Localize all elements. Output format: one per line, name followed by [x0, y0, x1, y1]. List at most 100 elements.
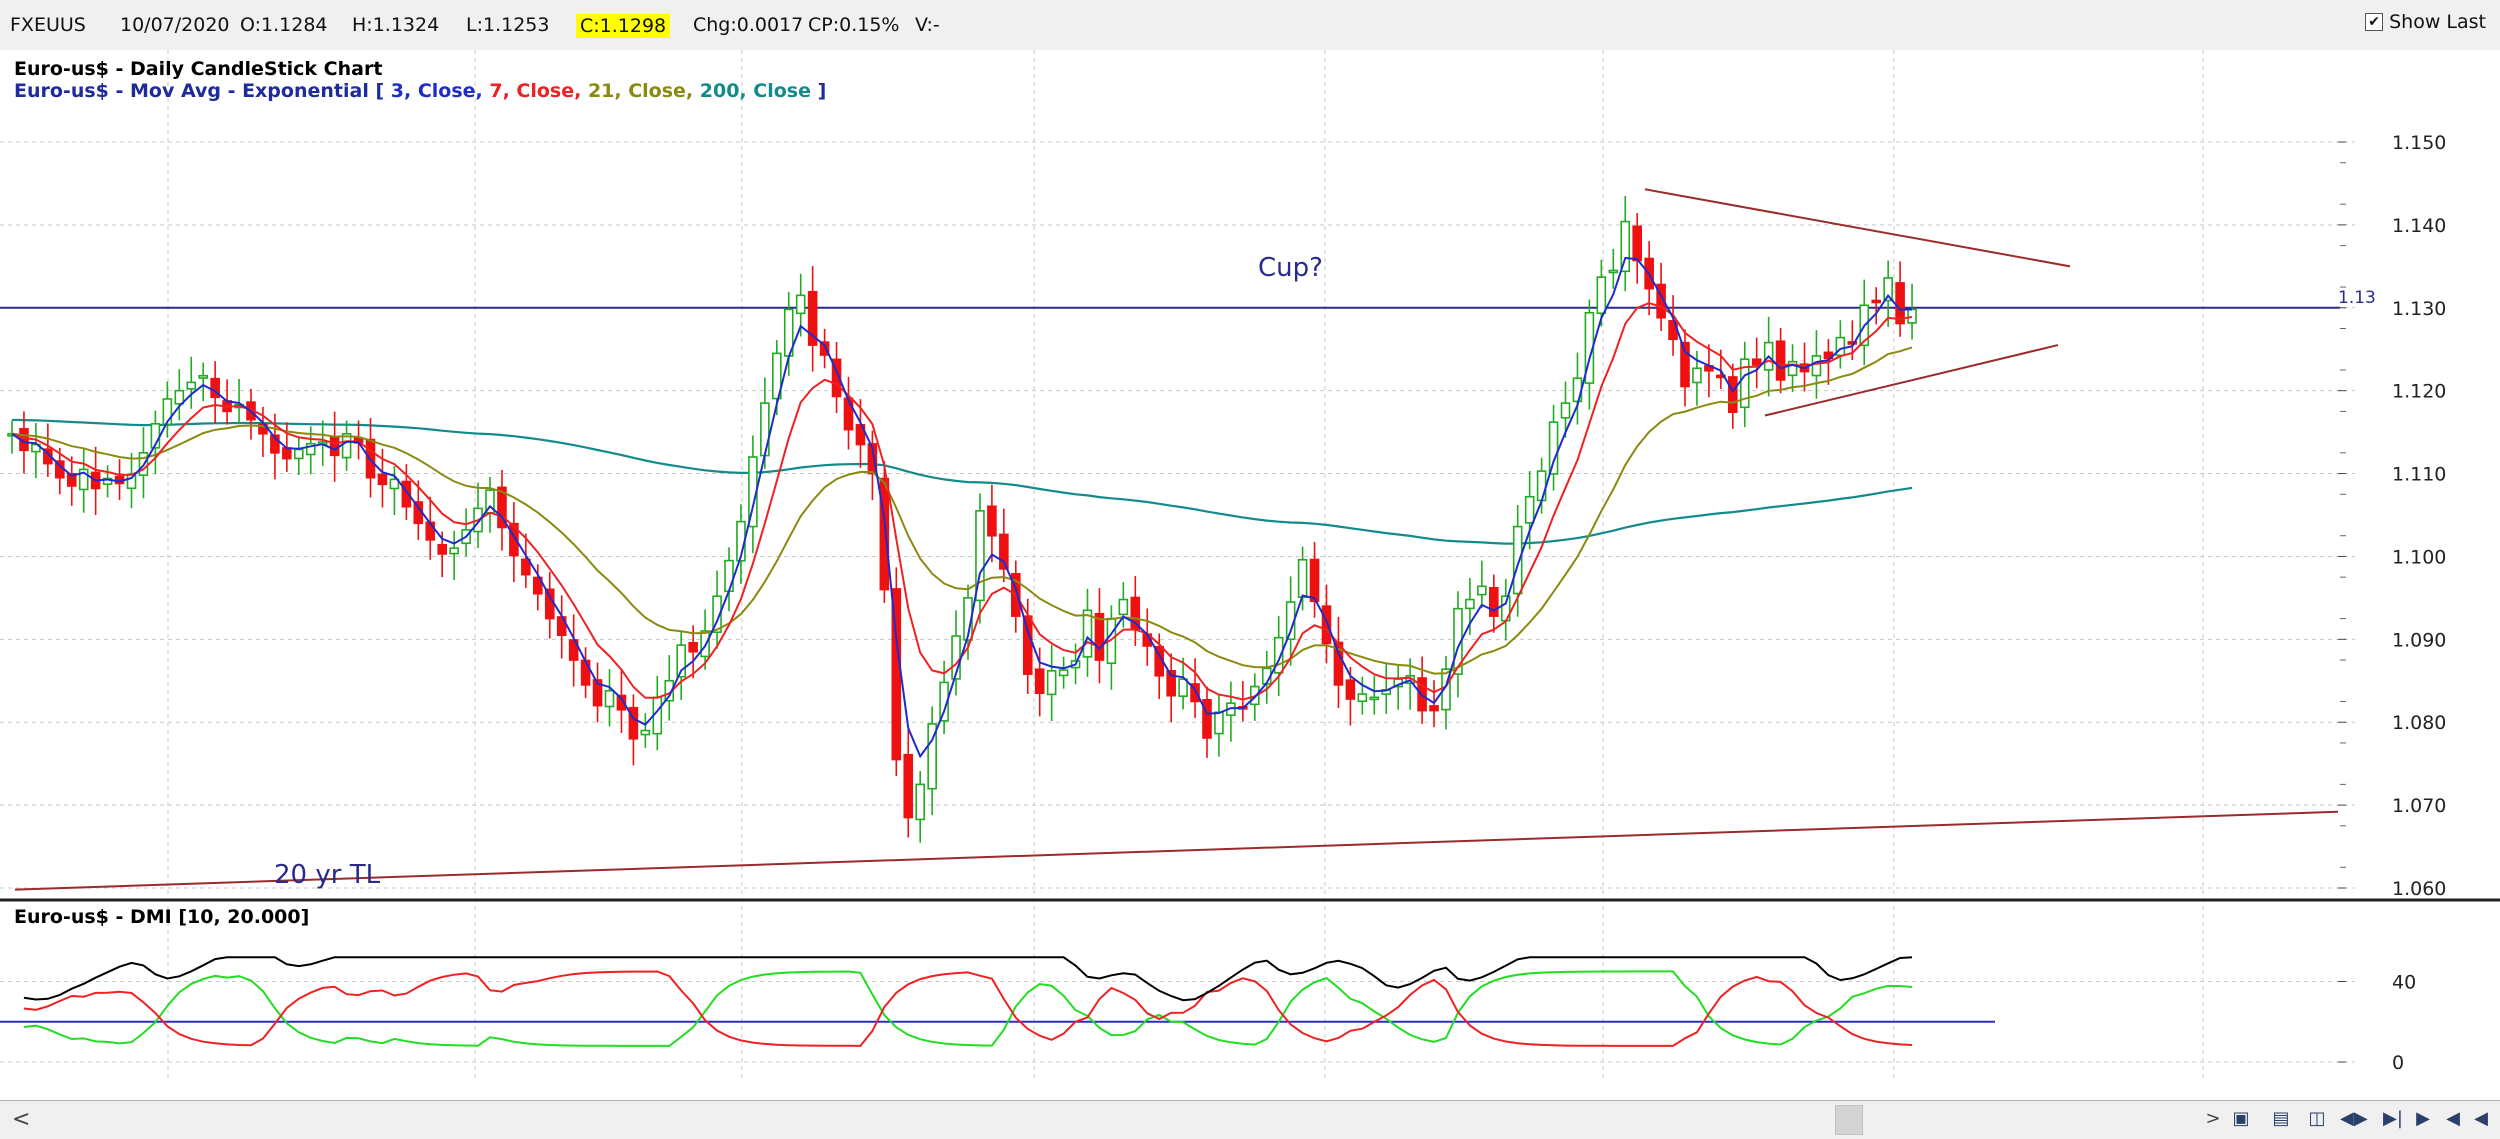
candle-body[interactable]: [1632, 225, 1642, 262]
candle-body[interactable]: [1118, 598, 1129, 616]
candle-body[interactable]: [676, 644, 687, 678]
first-bar-icon[interactable]: ◀: [2474, 1108, 2488, 1129]
candle-body[interactable]: [1548, 421, 1559, 475]
candle-body[interactable]: [1608, 269, 1619, 274]
candle-body[interactable]: [580, 659, 591, 686]
candle-body[interactable]: [1202, 698, 1212, 739]
candle-body[interactable]: [915, 783, 926, 821]
candle-body[interactable]: [521, 558, 531, 576]
candle-body[interactable]: [927, 723, 937, 790]
candle-body[interactable]: [1357, 693, 1368, 703]
candle-body[interactable]: [1058, 669, 1069, 677]
candles[interactable]: [7, 195, 1917, 843]
candle-body[interactable]: [270, 434, 280, 454]
candle-body[interactable]: [1883, 277, 1893, 302]
candle-body[interactable]: [616, 694, 627, 711]
candle-body[interactable]: [1775, 340, 1786, 381]
print-icon[interactable]: ▤: [2272, 1108, 2290, 1129]
candle-body[interactable]: [903, 753, 914, 819]
candle-body[interactable]: [1728, 376, 1738, 414]
candle-body[interactable]: [66, 472, 77, 487]
candle-body[interactable]: [1847, 341, 1858, 345]
candle-body[interactable]: [1751, 358, 1762, 366]
candle-body[interactable]: [1465, 598, 1475, 610]
candle-body[interactable]: [1345, 679, 1356, 700]
candle-body[interactable]: [592, 679, 603, 707]
candle-body[interactable]: [1190, 683, 1200, 703]
candle-body[interactable]: [1489, 587, 1499, 617]
candle-body[interactable]: [1034, 668, 1045, 695]
candle-body[interactable]: [389, 478, 400, 490]
candle-body[interactable]: [1166, 670, 1176, 697]
candle-body[interactable]: [795, 294, 806, 315]
candle-body[interactable]: [1596, 276, 1607, 315]
candle-body[interactable]: [78, 468, 89, 491]
candle-body[interactable]: [771, 352, 782, 400]
candle-body[interactable]: [186, 381, 197, 390]
candle-body[interactable]: [329, 436, 340, 457]
candle-body[interactable]: [1895, 282, 1905, 325]
candle-body[interactable]: [509, 522, 519, 557]
scroll-right-icon[interactable]: >: [2205, 1108, 2221, 1129]
candle-body[interactable]: [843, 397, 854, 431]
candle-body[interactable]: [1787, 360, 1798, 377]
candle-body[interactable]: [1429, 705, 1439, 712]
candle-body[interactable]: [604, 689, 615, 708]
candle-body[interactable]: [1871, 299, 1881, 304]
show-last-toggle[interactable]: ✔ Show Last: [2365, 11, 2486, 33]
scrollbar-thumb[interactable]: [1835, 1105, 1863, 1135]
candle-body[interactable]: [198, 374, 208, 379]
candle-body[interactable]: [1082, 609, 1093, 658]
candle-body[interactable]: [831, 358, 842, 398]
candle-body[interactable]: [700, 630, 710, 658]
candle-body[interactable]: [1214, 711, 1224, 735]
candle-body[interactable]: [640, 729, 651, 736]
candle-body[interactable]: [1524, 495, 1535, 524]
candle-body[interactable]: [282, 447, 292, 460]
candle-body[interactable]: [401, 480, 412, 508]
candle-body[interactable]: [1692, 367, 1702, 384]
candle-body[interactable]: [1560, 402, 1571, 419]
candle-body[interactable]: [1739, 358, 1750, 409]
scroll-left-icon[interactable]: <: [12, 1107, 31, 1132]
candle-body[interactable]: [999, 533, 1009, 570]
candle-body[interactable]: [341, 432, 352, 459]
last-bar-icon[interactable]: ▶|: [2383, 1108, 2403, 1129]
candle-body[interactable]: [819, 341, 830, 356]
candle-body[interactable]: [449, 547, 459, 555]
candle-body[interactable]: [210, 377, 220, 399]
sync-icon[interactable]: ◀▶: [2340, 1108, 2368, 1129]
candle-body[interactable]: [1477, 585, 1487, 596]
candle-body[interactable]: [305, 442, 316, 456]
prev-bar-icon[interactable]: ◀: [2446, 1108, 2460, 1129]
candle-body[interactable]: [437, 544, 448, 555]
candle-body[interactable]: [377, 473, 388, 486]
candle-body[interactable]: [628, 706, 639, 740]
candle-body[interactable]: [987, 505, 997, 537]
candle-body[interactable]: [162, 398, 173, 426]
next-bar-icon[interactable]: ▶: [2416, 1108, 2430, 1129]
candle-body[interactable]: [760, 402, 770, 457]
candle-body[interactable]: [867, 443, 878, 475]
candle-body[interactable]: [497, 486, 507, 529]
price-chart[interactable]: 1.1501.1401.1301.1201.1101.1001.0901.080…: [0, 50, 2500, 1100]
candle-body[interactable]: [1297, 558, 1308, 598]
candle-body[interactable]: [807, 290, 818, 346]
candle-body[interactable]: [975, 510, 985, 602]
candle-body[interactable]: [1907, 308, 1917, 324]
candle-body[interactable]: [879, 477, 890, 591]
candle-body[interactable]: [174, 389, 185, 405]
candle-body[interactable]: [1178, 678, 1188, 697]
candle-body[interactable]: [544, 588, 555, 620]
candle-body[interactable]: [724, 559, 734, 593]
candle-body[interactable]: [1273, 636, 1284, 674]
candle-body[interactable]: [1620, 220, 1631, 273]
candle-body[interactable]: [1321, 605, 1332, 645]
candle-body[interactable]: [1094, 612, 1105, 661]
candle-body[interactable]: [1680, 341, 1690, 388]
candle-body[interactable]: [1811, 355, 1822, 377]
candle-body[interactable]: [532, 576, 543, 595]
toolbox-icon[interactable]: ▣: [2232, 1108, 2250, 1129]
candle-body[interactable]: [1369, 696, 1380, 701]
candle-body[interactable]: [1512, 525, 1523, 595]
